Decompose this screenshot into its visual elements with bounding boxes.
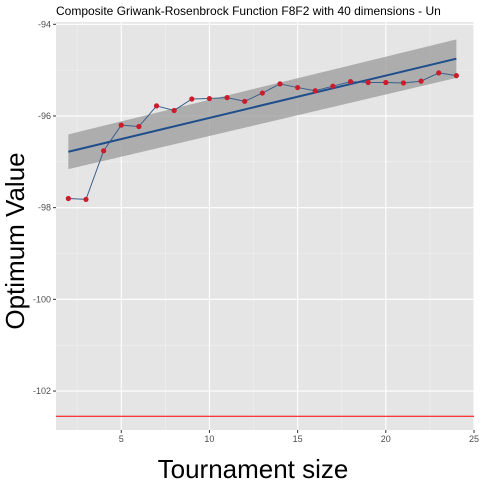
y-tick-label: -98 [38, 203, 51, 213]
data-point [259, 90, 265, 96]
data-point [383, 79, 389, 86]
x-tick-label: 15 [293, 434, 303, 444]
data-point [118, 122, 124, 128]
trend-line [68, 57, 457, 153]
axis-ticks: 5 10 15 20 25 -94 -96 -98 -100 -102 [33, 19, 479, 444]
x-axis-title: Tournament size [158, 454, 349, 480]
data-point [365, 79, 371, 86]
x-tick-label: 25 [469, 434, 479, 444]
data-point [206, 95, 213, 102]
data-point [189, 96, 195, 102]
data-point [224, 95, 230, 101]
y-axis-title: Optimum Value [0, 152, 30, 329]
data-point [330, 83, 336, 89]
chart-title: Composite Griwank-Rosenbrock Function F8… [56, 4, 441, 18]
x-tick-label: 20 [381, 434, 391, 444]
data-point [171, 107, 177, 114]
data-point [101, 148, 107, 154]
data-point [453, 73, 459, 79]
data-point [400, 80, 407, 86]
data-point [83, 196, 89, 203]
y-tick-label: -102 [33, 386, 51, 396]
y-tick-label: -96 [38, 111, 51, 121]
x-tick-label: 10 [204, 434, 214, 444]
data-point [312, 88, 318, 94]
data-point [136, 123, 142, 130]
data-point [436, 70, 442, 76]
y-tick-label: -94 [38, 19, 51, 29]
data-point [153, 103, 160, 109]
data-point [65, 195, 71, 202]
x-tick-label: 5 [119, 434, 124, 444]
series-points [65, 70, 459, 203]
data-point [242, 98, 248, 104]
data-point [295, 84, 301, 91]
data-point [347, 78, 354, 85]
data-point [418, 78, 424, 84]
data-point [277, 81, 283, 87]
y-tick-label: -100 [33, 294, 51, 304]
